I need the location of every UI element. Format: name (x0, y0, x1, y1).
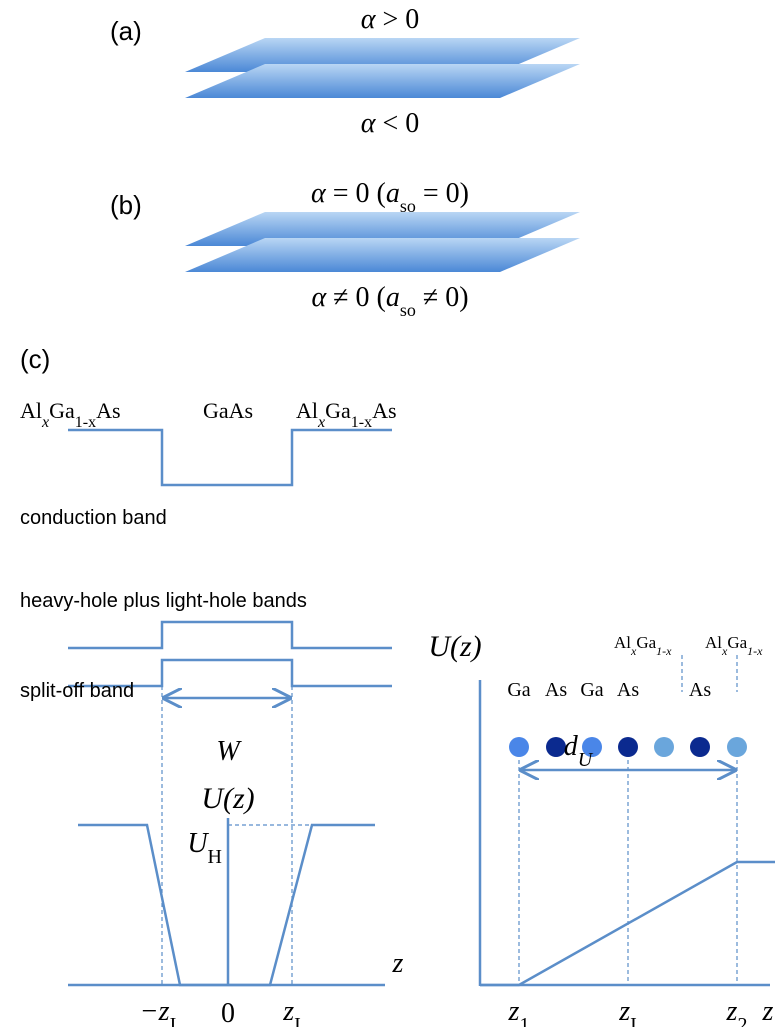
t: z (726, 996, 738, 1027)
t: I (630, 1014, 637, 1027)
atom (690, 737, 710, 757)
atom-label: As (689, 679, 711, 701)
axis-title: U(z) (428, 630, 481, 663)
t: z (508, 996, 520, 1027)
tick-label: −zI (140, 996, 176, 1027)
t: Ga (727, 633, 747, 652)
t: > 0 (375, 4, 419, 35)
potential-curve (78, 825, 375, 985)
t: Al (296, 398, 318, 423)
axis-title: U(z) (201, 782, 254, 815)
t: α (361, 4, 377, 35)
t: α (311, 282, 327, 313)
atom-label: Ga (580, 679, 603, 701)
band-label: heavy-hole plus light-hole bands (20, 590, 307, 612)
tick-label: zI (618, 996, 637, 1027)
t: 1-x (351, 414, 372, 431)
atom (618, 737, 638, 757)
t: ≠ 0) (416, 282, 469, 313)
panel-label: (b) (110, 190, 142, 220)
height-label: UH (187, 828, 222, 868)
t: Al (614, 633, 631, 652)
t: = 0) (416, 178, 469, 209)
conduction-band (68, 430, 392, 485)
t: As (372, 398, 396, 423)
distance-label: dU (564, 731, 594, 771)
tick-label: zI (282, 996, 301, 1027)
t: x (317, 414, 325, 431)
t: 1-x (656, 644, 672, 658)
t: so (400, 300, 416, 320)
t: −z (140, 996, 170, 1027)
label: α = 0 (aso = 0) (311, 178, 469, 216)
tick-label: z2 (726, 996, 748, 1027)
t: Al (20, 398, 42, 423)
t: 1-x (747, 644, 763, 658)
panel-label: (c) (20, 344, 50, 374)
band-label: split-off band (20, 680, 134, 702)
atom (509, 737, 529, 757)
t: a (386, 178, 400, 209)
t: d (564, 731, 579, 762)
t: x (41, 414, 49, 431)
layer-label: AlxGa1-x (614, 633, 672, 658)
t: 2 (737, 1014, 747, 1027)
t: = 0 ( (326, 178, 386, 209)
material: AlxGa1-xAs (296, 398, 397, 431)
t: I (294, 1014, 301, 1027)
label: α < 0 (361, 108, 420, 139)
t: z (618, 996, 630, 1027)
t: As (96, 398, 120, 423)
t: Ga (636, 633, 656, 652)
tick-label: z1 (508, 996, 530, 1027)
label: α > 0 (361, 4, 420, 35)
material: AlxGa1-xAs (20, 398, 121, 431)
t: U (578, 749, 594, 771)
atom-label: Ga (507, 679, 530, 701)
t: 1 (519, 1014, 529, 1027)
t: Al (705, 633, 722, 652)
t: α (361, 108, 377, 139)
t: H (208, 846, 222, 868)
tick-label: 0 (221, 998, 235, 1027)
t: I (170, 1014, 177, 1027)
panel-label: (a) (110, 16, 142, 46)
t: U (187, 828, 209, 859)
t: Ga (49, 398, 75, 423)
t: z (282, 996, 294, 1027)
figure: (a) α > 0 α < 0 (b) α = 0 (aso = 0) α ≠ … (0, 0, 780, 1027)
t: α (311, 178, 327, 209)
t: < 0 (375, 108, 419, 139)
label: α ≠ 0 (aso ≠ 0) (311, 282, 468, 320)
layer-label: AlxGa1-x (705, 633, 763, 658)
t: Ga (325, 398, 351, 423)
atom-label: As (617, 679, 639, 701)
atom (727, 737, 747, 757)
material: GaAs (203, 398, 253, 423)
atom-label: As (545, 679, 567, 701)
hole-band (68, 622, 392, 648)
width-label: W (216, 736, 242, 767)
t: a (386, 282, 400, 313)
t: ≠ 0 ( (326, 282, 386, 313)
band-label: conduction band (20, 507, 167, 529)
atom (654, 737, 674, 757)
axis-label: z (392, 948, 404, 979)
axis-label: z (762, 996, 774, 1027)
t: 1-x (75, 414, 96, 431)
